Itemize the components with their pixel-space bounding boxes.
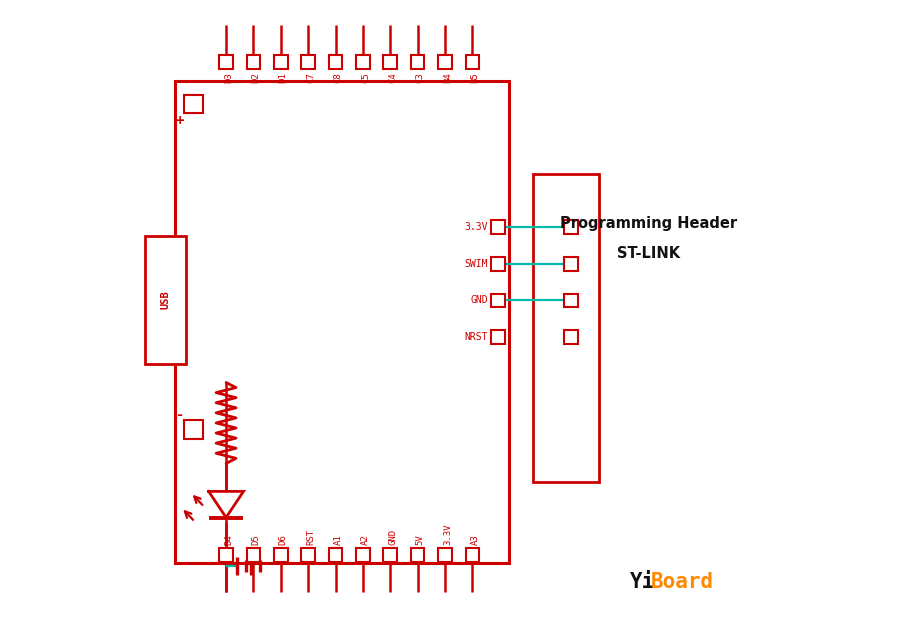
Bar <box>220 548 233 562</box>
Bar <box>383 548 397 562</box>
Bar <box>465 548 479 562</box>
Bar <box>438 548 452 562</box>
Text: C7: C7 <box>306 72 315 83</box>
Polygon shape <box>209 491 244 518</box>
Text: B5: B5 <box>471 72 480 83</box>
Text: Board: Board <box>651 572 714 592</box>
Text: D5: D5 <box>251 534 260 545</box>
Text: A1: A1 <box>334 534 343 545</box>
Bar <box>247 55 260 69</box>
Text: RST: RST <box>306 529 315 545</box>
Text: D6: D6 <box>279 534 288 545</box>
Bar <box>302 548 315 562</box>
Text: C8: C8 <box>334 72 343 83</box>
Bar <box>274 548 288 562</box>
Text: D2: D2 <box>251 72 260 83</box>
Bar <box>563 330 578 344</box>
Text: 5V: 5V <box>416 534 425 545</box>
Bar <box>184 95 203 113</box>
Bar <box>563 257 578 271</box>
Text: D1: D1 <box>279 72 288 83</box>
Bar <box>563 220 578 234</box>
Bar <box>356 55 370 69</box>
Text: NRST: NRST <box>464 332 488 342</box>
Text: D3: D3 <box>224 72 233 83</box>
Bar <box>356 548 370 562</box>
Text: A2: A2 <box>361 534 370 545</box>
Text: Programming Header: Programming Header <box>561 216 738 231</box>
Bar <box>302 55 315 69</box>
Text: C5: C5 <box>361 72 370 83</box>
Text: D4: D4 <box>224 534 233 545</box>
Bar <box>247 548 260 562</box>
Text: GND: GND <box>388 529 397 545</box>
Bar <box>184 420 203 439</box>
Text: B4: B4 <box>443 72 452 83</box>
Text: SWIM: SWIM <box>464 259 488 269</box>
Text: -: - <box>176 409 184 422</box>
Text: C3: C3 <box>416 72 425 83</box>
Text: +: + <box>176 114 184 128</box>
Text: Yi: Yi <box>630 572 655 592</box>
Bar <box>491 330 505 344</box>
Text: A3: A3 <box>471 534 480 545</box>
Text: GND: GND <box>471 295 488 305</box>
Bar <box>491 294 505 307</box>
Text: C4: C4 <box>388 72 397 83</box>
Bar <box>220 55 233 69</box>
Bar <box>176 81 509 563</box>
Text: ST-LINK: ST-LINK <box>617 246 680 261</box>
Bar <box>491 220 505 234</box>
Bar <box>145 236 185 364</box>
Bar <box>410 548 425 562</box>
Bar <box>274 55 288 69</box>
Text: USB: USB <box>160 290 170 310</box>
Bar <box>328 548 342 562</box>
Bar <box>328 55 342 69</box>
Bar <box>563 294 578 307</box>
Text: 3.3V: 3.3V <box>464 222 488 232</box>
Bar <box>533 174 599 482</box>
Bar <box>383 55 397 69</box>
Bar <box>410 55 425 69</box>
Text: 3.3V: 3.3V <box>443 523 452 545</box>
Bar <box>438 55 452 69</box>
Bar <box>465 55 479 69</box>
Bar <box>491 257 505 271</box>
